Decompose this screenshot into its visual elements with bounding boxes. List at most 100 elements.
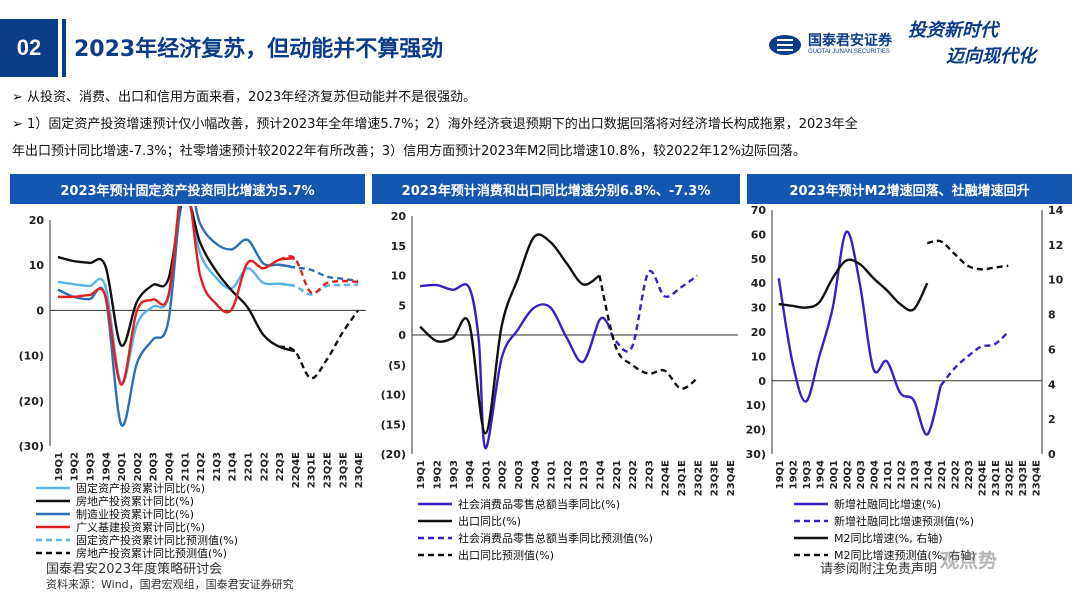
bullet-arrow-icon: ➢ [12, 90, 23, 105]
x-tick-label: 23Q2E [323, 452, 334, 488]
series-line [939, 331, 1010, 387]
x-tick-label: 23Q3E [710, 460, 721, 496]
series-line [278, 263, 359, 283]
legend-label: 社会消费品零售总额当季同比预测值(%) [458, 531, 653, 545]
x-tick-label: 23Q3E [1018, 460, 1029, 496]
watermark: 观点势 [940, 550, 998, 572]
x-tick-label: 22Q2 [259, 452, 270, 481]
y-tick-label: 10 [751, 350, 767, 363]
y-tick-label: 50 [751, 253, 767, 266]
y-tick-label: (30) [19, 440, 44, 453]
y2-tick-label: 6 [1048, 343, 1056, 356]
section-number: 02 [0, 19, 58, 77]
x-tick-label: 20Q3 [149, 452, 160, 481]
legend-label: 房地产投资累计同比(%) [76, 494, 194, 508]
series-line [926, 239, 1009, 271]
x-tick-label: 21Q4 [923, 460, 934, 489]
brand-subtitle: GUOTAI JUNAN SECURITIES [808, 49, 890, 55]
y2-tick-label: 12 [1048, 239, 1063, 252]
x-tick-label: 19Q4 [101, 452, 112, 481]
event-name: 国泰君安2023年度策略研讨会 [46, 558, 223, 577]
y-tick-label: (30) [746, 448, 766, 461]
series-line [57, 206, 296, 386]
y-tick-label: 20 [29, 214, 45, 227]
series-line [420, 283, 609, 450]
x-tick-label: 22Q4E [661, 460, 672, 496]
series-line [606, 269, 698, 353]
x-tick-label: 23Q2E [693, 460, 704, 496]
x-tick-label: 23Q1E [677, 460, 688, 496]
x-tick-label: 21Q3 [910, 460, 921, 489]
legend-label: M2同比增速(%, 右轴) [834, 531, 943, 545]
x-tick-label: 23Q4E [726, 460, 737, 496]
y-tick-label: (20) [381, 448, 406, 461]
x-tick-label: 19Q1 [54, 452, 65, 481]
y-tick-label: 0 [36, 304, 44, 317]
x-tick-label: 21Q1 [180, 452, 191, 481]
disclaimer-link[interactable]: 请参阅附注免责声明 [820, 562, 938, 577]
brand-logo: 国泰君安证券 GUOTAI JUNAN SECURITIES [768, 30, 892, 60]
y-tick-label: 10 [29, 259, 45, 272]
y2-tick-label: 4 [1048, 378, 1056, 391]
y-tick-label: (5) [388, 359, 406, 372]
legend-label: 出口同比(%) [458, 514, 521, 528]
x-tick-label: 21Q2 [196, 452, 207, 481]
data-source: 资料来源：Wind，国君宏观组，国泰君安证券研究 [46, 578, 294, 591]
x-tick-label: 23Q2E [1004, 460, 1015, 496]
legend-label: 制造业投资累计同比(%) [76, 507, 194, 521]
series-line [278, 255, 359, 295]
x-tick-label: 19Q2 [432, 460, 443, 489]
y-tick-label: (20) [19, 395, 44, 408]
slogan-line-1: 投资新时代 [908, 20, 998, 41]
x-tick-label: 20Q1 [829, 460, 840, 489]
x-tick-label: 20Q3 [856, 460, 867, 489]
chart-2-header: 2023年预计消费和出口同比增速分别6.8%、-7.3% [372, 174, 740, 204]
legend-label: 固定资产投资累计同比预测值(%) [76, 533, 238, 547]
chart-3-header: 2023年预计M2增速回落、社融增速回升 [747, 174, 1072, 204]
x-tick-label: 22Q3 [644, 460, 655, 489]
bullet-list: ➢ 从投资、消费、出口和信用方面来看，2023年经济复苏但动能并不是很强劲。 ➢… [12, 84, 1072, 165]
x-tick-label: 20Q2 [133, 452, 144, 481]
x-tick-label: 21Q3 [579, 460, 590, 489]
x-tick-label: 21Q4 [595, 460, 606, 489]
series-line [598, 275, 698, 390]
x-tick-label: 22Q4E [977, 460, 988, 496]
y-tick-label: 20 [391, 210, 407, 223]
y-tick-label: 70 [751, 206, 767, 217]
legend-label: 社会消费品零售总额当季同比(%) [458, 497, 620, 511]
x-tick-label: 22Q1 [937, 460, 948, 489]
bullet-item: ➢ 从投资、消费、出口和信用方面来看，2023年经济复苏但动能并不是很强劲。 [12, 90, 477, 105]
x-tick-label: 20Q1 [117, 452, 128, 481]
x-tick-label: 22Q3 [275, 452, 286, 481]
y-tick-label: 10 [391, 270, 407, 283]
series-line [778, 258, 929, 312]
x-tick-label: 23Q4E [354, 452, 365, 488]
x-tick-label: 23Q1E [991, 460, 1002, 496]
series-line [278, 309, 360, 380]
legend-label: 新增社融同比增速(%) [834, 497, 941, 511]
x-tick-label: 20Q1 [481, 460, 492, 489]
x-tick-label: 20Q2 [842, 460, 853, 489]
legend-label: 广义基建投资累计同比(%) [76, 520, 205, 534]
x-tick-label: 19Q4 [815, 460, 826, 489]
x-tick-label: 23Q1E [307, 452, 318, 488]
legend-label: 出口同比预测值(%) [458, 548, 554, 561]
y2-tick-label: 14 [1048, 206, 1064, 217]
y-tick-label: 30 [751, 302, 767, 315]
y2-tick-label: 0 [1048, 448, 1056, 461]
x-tick-label: 19Q3 [802, 460, 813, 489]
y-tick-label: 0 [398, 329, 406, 342]
legend-label: 房地产投资累计同比预测值(%) [76, 546, 227, 560]
y-tick-label: 60 [751, 228, 767, 241]
slogan-line-2: 迈向现代化 [946, 46, 1036, 67]
chart-m2-social-financing: 706050403020100(10)(20)(30)1412108642019… [746, 206, 1064, 561]
x-tick-label: 19Q2 [788, 460, 799, 489]
x-tick-label: 22Q1 [244, 452, 255, 481]
y-tick-label: (10) [746, 399, 766, 412]
y2-tick-label: 10 [1048, 274, 1064, 287]
x-tick-label: 19Q1 [775, 460, 786, 489]
y2-tick-label: 8 [1048, 309, 1056, 322]
x-tick-label: 21Q3 [212, 452, 223, 481]
slide-title: 2023年经济复苏，但动能并不算强劲 [74, 37, 444, 62]
slogan: 投资新时代 迈向现代化 [908, 18, 1068, 70]
